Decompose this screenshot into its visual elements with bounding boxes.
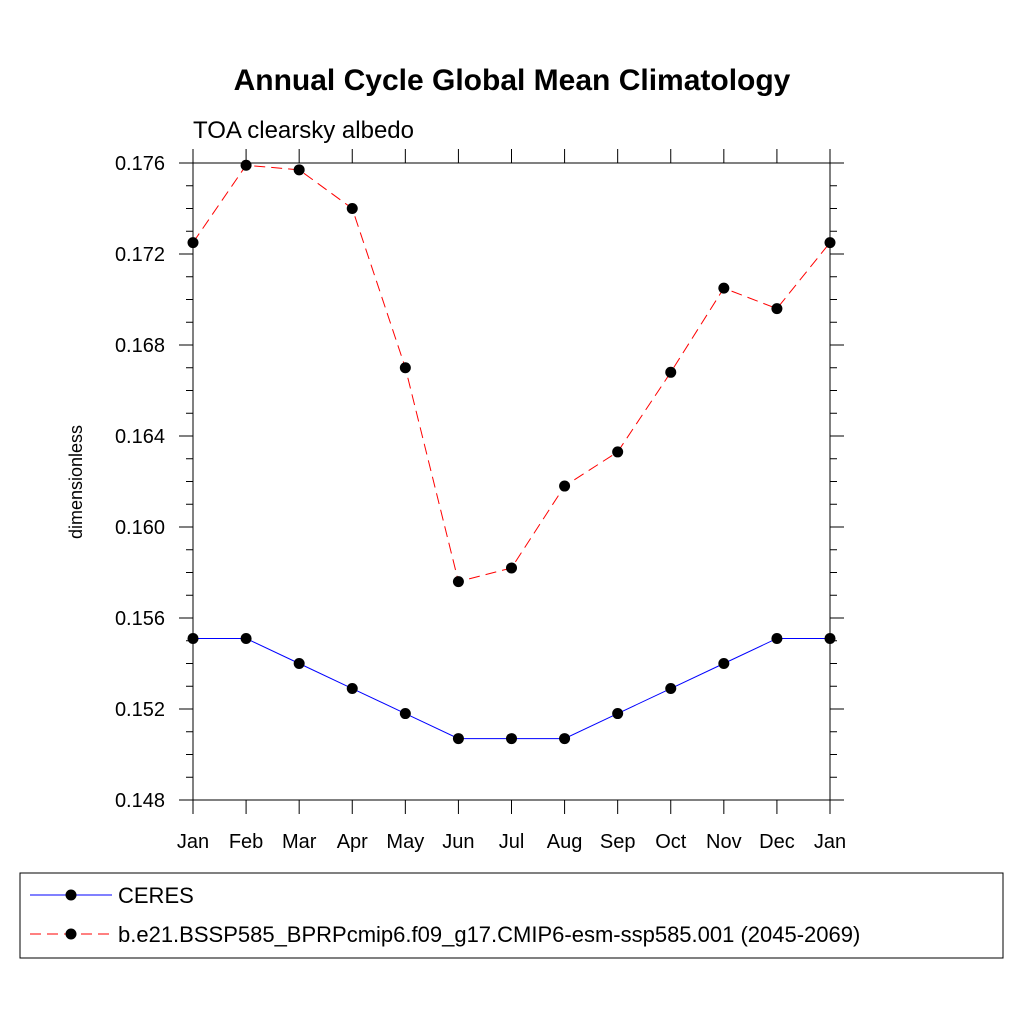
y-tick-label: 0.148 xyxy=(115,790,165,812)
legend: CERES b.e21.BSSP585_BPRPcmip6.f09_g17.CM… xyxy=(19,872,1004,959)
series-line-1 xyxy=(192,164,831,583)
data-point-1 xyxy=(506,562,517,574)
data-point-1 xyxy=(559,480,571,492)
y-tick-label: 0.176 xyxy=(115,153,165,175)
data-point-0 xyxy=(559,733,571,745)
y-tick-label: 0.164 xyxy=(115,426,165,448)
data-point-1 xyxy=(665,366,677,378)
legend-marker-ceres xyxy=(65,889,77,901)
x-tick-label: Feb xyxy=(229,831,263,853)
x-tick-label: Mar xyxy=(282,831,317,853)
y-tick-labels: 0.148 0.152 0.156 0.160 0.164 0.168 0.172 0.176 xyxy=(115,153,165,812)
x-tick-label: Apr xyxy=(337,831,368,853)
series-layer xyxy=(187,159,836,745)
legend-label-ceres: CERES xyxy=(118,883,194,908)
data-point-0 xyxy=(452,733,464,745)
x-tick-label: Oct xyxy=(655,831,687,853)
data-point-1 xyxy=(240,159,252,171)
x-tick-label: Jan xyxy=(814,831,846,853)
data-point-1 xyxy=(293,164,305,176)
data-point-0 xyxy=(506,733,517,745)
data-point-1 xyxy=(452,576,464,588)
data-point-0 xyxy=(718,658,730,669)
data-point-0 xyxy=(612,708,624,720)
y-tick-label: 0.156 xyxy=(115,608,165,630)
data-point-1 xyxy=(612,446,624,458)
x-tick-label: Aug xyxy=(547,831,583,853)
x-tick-label: May xyxy=(386,831,424,853)
data-point-1 xyxy=(771,303,783,315)
legend-box xyxy=(19,872,1004,959)
data-point-1 xyxy=(346,203,358,214)
data-point-0 xyxy=(346,683,358,695)
x-tick-label: Jun xyxy=(442,831,474,853)
data-point-0 xyxy=(771,632,783,644)
x-tick-label: Nov xyxy=(706,831,742,853)
data-point-0 xyxy=(293,658,305,669)
series-line-0 xyxy=(193,637,830,740)
data-point-0 xyxy=(665,683,677,695)
data-point-0 xyxy=(240,632,252,644)
legend-marker-model xyxy=(65,928,77,940)
data-point-1 xyxy=(718,282,730,294)
data-point-0 xyxy=(399,708,411,720)
plot-frame xyxy=(192,162,831,801)
x-tick-label: Dec xyxy=(759,831,795,853)
chart-subtitle: TOA clearsky albedo xyxy=(193,117,414,144)
x-tick-label: Sep xyxy=(600,831,636,853)
chart-title: Annual Cycle Global Mean Climatology xyxy=(234,64,791,97)
y-tick-label: 0.168 xyxy=(115,335,165,357)
x-tick-label: Jan xyxy=(177,831,209,853)
x-tick-labels: Jan Feb Mar Apr May Jun Jul Aug Sep Oct Nov Dec Jan xyxy=(177,831,846,853)
y-axis-label: dimensionless xyxy=(66,425,86,539)
axis-ticks xyxy=(179,149,844,814)
y-tick-label: 0.152 xyxy=(115,699,165,721)
data-point-1 xyxy=(399,362,411,374)
legend-label-model: b.e21.BSSP585_BPRPcmip6.f09_g17.CMIP6-es… xyxy=(118,922,860,947)
y-tick-label: 0.172 xyxy=(115,244,165,266)
x-tick-label: Jul xyxy=(499,831,525,853)
y-tick-label: 0.160 xyxy=(115,517,165,539)
